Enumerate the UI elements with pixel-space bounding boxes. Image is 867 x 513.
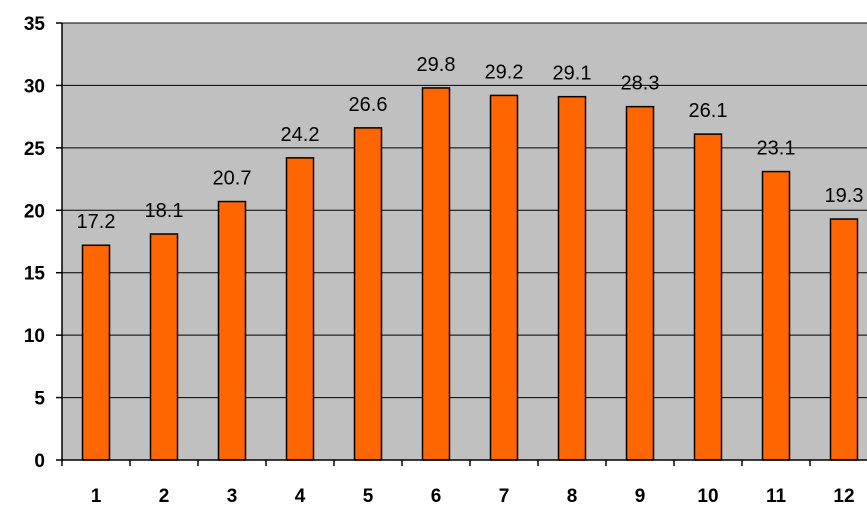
- bar-11: [761, 170, 791, 461]
- x-tick-label-10: 10: [697, 486, 718, 507]
- data-labels: 17.2 18.1 20.7 24.2 26.6 29.8 29.2 29.1 28.3 26.1…: [77, 54, 864, 233]
- data-label-10: 26.1: [689, 100, 728, 122]
- y-tick-label-25: 25: [24, 139, 46, 160]
- data-label-7: 29.2: [485, 61, 524, 83]
- x-tick-label-5: 5: [363, 486, 374, 507]
- bar-12: [829, 218, 859, 461]
- bar-9: [625, 105, 655, 461]
- x-tick-label-8: 8: [567, 486, 578, 507]
- data-label-1: 17.2: [77, 211, 116, 233]
- data-label-9: 28.3: [621, 73, 660, 95]
- data-label-8: 29.1: [553, 63, 592, 85]
- x-tick-label-2: 2: [159, 486, 170, 507]
- axes: [56, 22, 867, 466]
- bar-6: [421, 87, 451, 461]
- bar-5: [353, 127, 383, 461]
- bar-4: [285, 157, 315, 461]
- y-tick-label-30: 30: [24, 76, 45, 97]
- data-label-5: 26.6: [349, 94, 388, 116]
- data-label-11: 23.1: [757, 138, 796, 160]
- y-tick-label-5: 5: [34, 389, 45, 410]
- bar-8: [557, 95, 587, 461]
- x-tick-label-1: 1: [91, 486, 102, 507]
- y-tick-label-10: 10: [24, 326, 45, 347]
- x-tick-label-3: 3: [227, 486, 238, 507]
- y-tick-label-0: 0: [34, 451, 45, 472]
- data-label-6: 29.8: [417, 54, 456, 76]
- y-tick-label-35: 35: [24, 14, 46, 35]
- bar-1: [81, 244, 111, 461]
- data-label-2: 18.1: [145, 200, 184, 222]
- x-tick-labels: 1 2 3 4 5 6 7 8 9 10 11 12: [91, 486, 855, 507]
- bar-3: [217, 200, 247, 461]
- y-tick-label-20: 20: [24, 201, 45, 222]
- x-tick-label-6: 6: [431, 486, 442, 507]
- bar-7: [489, 94, 519, 461]
- x-tick-label-12: 12: [833, 486, 854, 507]
- data-label-12: 19.3: [825, 185, 864, 207]
- data-label-3: 20.7: [213, 168, 252, 190]
- bar-2: [149, 233, 179, 461]
- data-label-4: 24.2: [281, 124, 320, 146]
- x-tick-label-11: 11: [766, 486, 787, 507]
- gridlines: [62, 22, 867, 399]
- bar-10: [693, 133, 723, 461]
- plot-area: [62, 23, 867, 460]
- x-tick-label-7: 7: [499, 486, 510, 507]
- x-tick-label-9: 9: [635, 486, 646, 507]
- y-tick-label-15: 15: [24, 264, 46, 285]
- bars: [81, 87, 859, 461]
- y-tick-labels: 0 5 10 15 20 25 30 35: [24, 14, 46, 472]
- x-tick-label-4: 4: [295, 486, 306, 507]
